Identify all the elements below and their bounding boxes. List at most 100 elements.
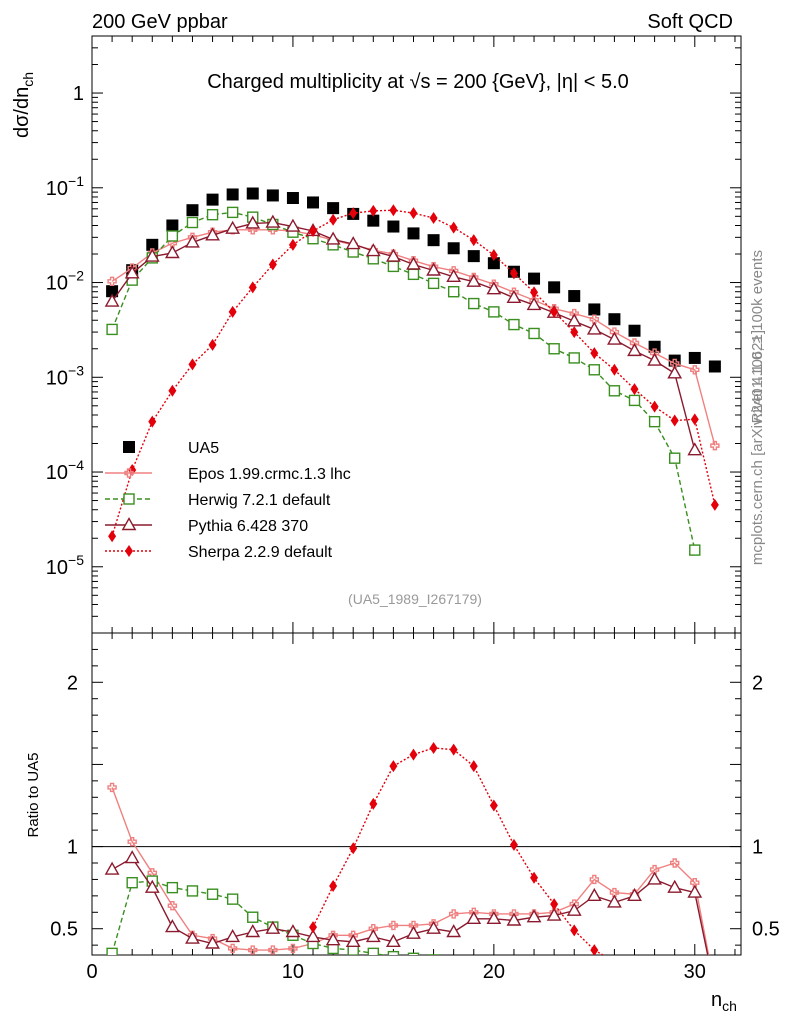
marker-shape xyxy=(526,297,542,311)
data-point xyxy=(568,352,580,364)
marker-shape xyxy=(669,858,680,868)
ratio-axis-ticks: 0 10 20 30 0.5 0.5 1 1 2 2 xyxy=(50,633,780,983)
marker-shape xyxy=(407,227,420,240)
marker-shape xyxy=(288,238,297,251)
data-point xyxy=(164,245,180,259)
marker-shape xyxy=(449,743,458,756)
ratio-point xyxy=(590,944,599,955)
y-tick-label-right: 2 xyxy=(752,672,763,694)
ratio-point xyxy=(509,960,519,970)
ratio-point xyxy=(546,907,562,921)
ratio-point xyxy=(164,919,180,933)
marker-shape xyxy=(509,267,518,280)
marker-shape xyxy=(687,884,703,898)
ratio-point xyxy=(449,743,458,756)
marker-shape xyxy=(288,943,298,954)
data-point xyxy=(369,204,378,217)
marker-shape xyxy=(108,530,117,543)
marker-shape xyxy=(589,963,599,973)
marker-shape xyxy=(487,257,500,270)
ratio-point xyxy=(365,929,381,943)
data-point xyxy=(588,364,601,376)
marker-shape xyxy=(649,348,660,358)
ratio-point xyxy=(369,797,378,810)
ratio-point xyxy=(126,877,138,889)
marker-shape xyxy=(368,924,378,934)
ratio-point xyxy=(469,760,478,773)
data-point xyxy=(427,234,440,247)
ratio-point xyxy=(687,884,703,898)
marker-shape xyxy=(409,207,418,220)
marker-shape xyxy=(205,935,220,949)
marker-shape xyxy=(650,400,659,413)
marker-shape xyxy=(667,365,683,379)
data-point xyxy=(466,273,482,287)
data-point xyxy=(588,303,601,316)
data-point xyxy=(407,268,420,281)
marker-shape xyxy=(349,207,358,220)
marker-shape xyxy=(508,318,520,331)
y-tick-label: 1 xyxy=(73,83,84,105)
marker-shape xyxy=(447,242,460,255)
legend-item: Epos 1.99.crmc.1.3 lhc xyxy=(105,466,351,483)
marker-shape xyxy=(489,249,498,262)
ratio-point xyxy=(526,909,542,923)
ratio-point xyxy=(607,894,622,908)
marker-shape xyxy=(188,358,197,371)
ratio-point xyxy=(408,920,419,931)
ratio-point xyxy=(245,924,261,938)
data-point xyxy=(208,338,217,351)
marker-shape xyxy=(469,957,479,967)
legend-label: Sherpa 2.2.9 default xyxy=(188,544,333,561)
y-tick-label: 0.5 xyxy=(50,919,78,941)
legend-label: UA5 xyxy=(188,440,219,457)
marker-shape xyxy=(227,943,238,954)
y-tick-label: 2 xyxy=(67,672,78,694)
marker-shape xyxy=(247,911,259,923)
marker-shape xyxy=(387,950,400,955)
data-point xyxy=(206,208,219,221)
ratio-point xyxy=(586,887,602,902)
ratio-point xyxy=(609,887,620,898)
data-point xyxy=(345,236,361,250)
marker-shape xyxy=(608,385,621,397)
ratio-point xyxy=(227,943,238,954)
marker-shape xyxy=(710,440,720,451)
data-point xyxy=(548,343,560,355)
marker-shape xyxy=(609,965,619,975)
y-tick-label: 10−5 xyxy=(46,552,84,579)
data-point xyxy=(710,498,719,511)
marker-shape xyxy=(106,323,118,336)
ratio-point xyxy=(265,920,281,934)
marker-shape xyxy=(489,799,498,812)
ratio-point xyxy=(570,924,579,937)
marker-shape xyxy=(268,258,277,271)
data-point xyxy=(106,323,118,336)
marker-shape xyxy=(186,216,199,229)
data-point xyxy=(285,218,301,232)
marker-shape xyxy=(246,187,259,200)
data-point xyxy=(627,342,642,357)
chart-title: Charged multiplicity at √s = 200 {GeV}, … xyxy=(207,71,629,93)
data-point xyxy=(188,358,197,371)
marker-shape xyxy=(528,272,541,285)
data-point xyxy=(589,314,600,324)
data-point xyxy=(148,415,157,428)
marker-shape xyxy=(650,968,660,978)
marker-shape xyxy=(248,281,257,294)
marker-shape xyxy=(570,924,579,937)
x-tick-label: 20 xyxy=(483,961,505,983)
data-point xyxy=(107,276,117,287)
marker-shape xyxy=(469,234,478,247)
marker-shape xyxy=(469,760,478,773)
marker-shape xyxy=(226,188,239,201)
marker-shape xyxy=(407,268,420,281)
ratio-point xyxy=(106,947,118,955)
x-tick-label: 10 xyxy=(282,961,304,983)
data-point xyxy=(668,354,681,367)
data-point xyxy=(426,262,441,276)
data-point xyxy=(226,188,239,201)
data-point xyxy=(528,272,541,285)
marker-shape xyxy=(349,842,358,855)
ratio-point xyxy=(406,925,421,939)
